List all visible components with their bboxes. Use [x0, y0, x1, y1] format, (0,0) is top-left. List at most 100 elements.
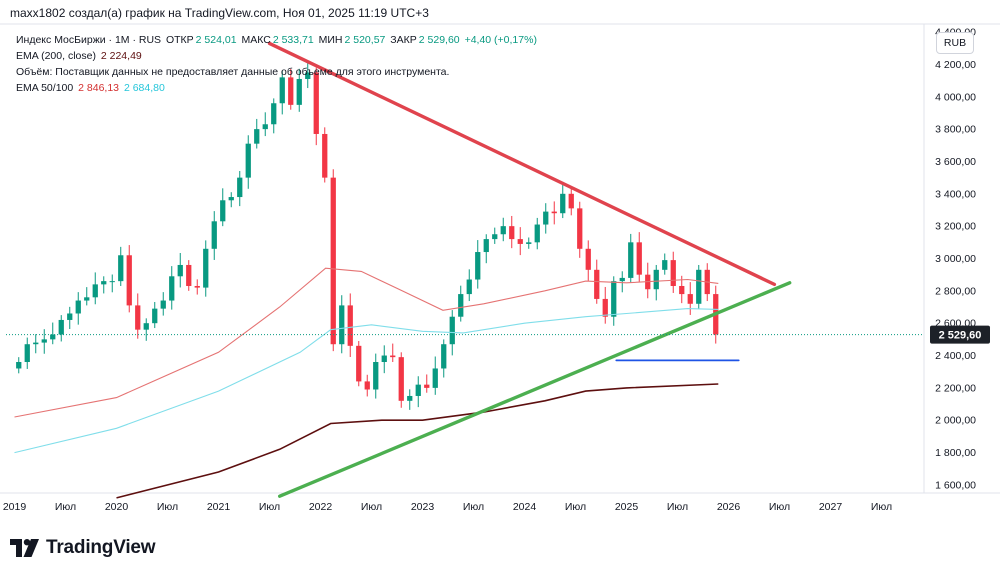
candle [228, 192, 234, 208]
candle-body [347, 305, 353, 346]
candle-body [543, 211, 549, 225]
candle-body [653, 269, 659, 290]
candle-body [254, 129, 260, 144]
time-tick-label: 2021 [207, 501, 231, 513]
candle-body [50, 334, 56, 340]
candle [296, 68, 302, 112]
candle-body [143, 323, 149, 330]
price-tick-label: 2 400,00 [935, 350, 976, 362]
candle [24, 337, 30, 369]
candle [109, 274, 115, 293]
candle-body [237, 177, 243, 198]
candle [313, 67, 319, 146]
candle-body [288, 77, 294, 105]
candle [645, 262, 651, 299]
time-tick-label: 2020 [105, 501, 129, 513]
price-axis[interactable]: 1 600,00 1 800,00 2 000,00 2 200,00 2 400,00… [935, 27, 976, 492]
drawings-layer [267, 41, 792, 498]
candle [67, 306, 73, 330]
candle [662, 253, 668, 275]
currency-button[interactable]: RUB [936, 32, 974, 54]
time-tick-label: 2027 [819, 501, 843, 513]
ema200-value: 2 224,49 [100, 50, 142, 62]
candle-body [585, 248, 591, 270]
candle-body [432, 368, 438, 388]
time-tick-label: Июл [871, 501, 892, 513]
last-price-label: 2 529,60 [939, 330, 982, 342]
candle [534, 217, 540, 250]
candle-body [424, 384, 430, 388]
candle [305, 60, 311, 89]
support-trendline[interactable] [278, 281, 792, 498]
resistance-trendline[interactable] [267, 41, 777, 287]
candle [126, 245, 132, 313]
ema-line-50 [14, 267, 719, 418]
candle [186, 260, 192, 291]
price-tick-label: 2 200,00 [935, 382, 976, 394]
candle-body [475, 252, 481, 280]
ema100-value: 2 684,80 [123, 82, 165, 94]
candle-body [24, 344, 30, 363]
candle-body [679, 285, 685, 295]
candle [526, 237, 532, 249]
candle [254, 118, 260, 149]
time-tick-label: 2024 [513, 501, 537, 513]
time-tick-label: Июл [769, 501, 790, 513]
candle [364, 374, 370, 397]
candle-body [517, 239, 523, 244]
candle-body [75, 300, 81, 314]
candle [84, 287, 90, 306]
symbol-label[interactable]: Индекс МосБиржи · 1М · RUS [16, 34, 162, 46]
candle-body [611, 281, 617, 317]
price-tick-label: 4 200,00 [935, 59, 976, 71]
candle-body [577, 208, 583, 249]
price-tick-label: 3 800,00 [935, 124, 976, 136]
time-axis[interactable]: 2019 Июл 2020 Июл 2021 Июл 2022 Июл 2023 Июл 2024 И… [3, 501, 892, 513]
volume-note: Объём: Поставщик данных не предоставляет… [16, 66, 450, 78]
candle-body [441, 344, 447, 369]
time-tick-label: 2023 [411, 501, 435, 513]
candle [160, 292, 166, 316]
candles-layer [16, 60, 719, 410]
candle-body [118, 255, 124, 282]
candle [33, 334, 39, 354]
candle-body [109, 281, 115, 283]
candle [432, 356, 438, 395]
candle [492, 227, 498, 244]
high-label: МАКС [241, 34, 271, 46]
candle-body [628, 242, 634, 278]
candle [585, 240, 591, 281]
price-chart[interactable]: 1 600,00 1 800,00 2 000,00 2 200,00 2 400,00… [0, 0, 1000, 520]
candle-body [373, 362, 379, 390]
candle-body [364, 381, 370, 390]
candle [322, 127, 328, 183]
candle-body [101, 281, 107, 285]
candle-body [390, 355, 396, 358]
candle-body [636, 242, 642, 275]
legend-row-volume[interactable]: Объём: Поставщик данных не предоставляет… [16, 64, 539, 80]
candle [288, 68, 294, 110]
candle [211, 211, 217, 260]
candle [58, 315, 64, 342]
ema200-label: EMA (200, close) [16, 50, 96, 62]
candle-body [449, 316, 455, 345]
candle-body [500, 226, 506, 235]
candle-body [458, 294, 464, 317]
legend-row-ema50-100[interactable]: EMA 50/100 2 846,13 2 684,80 [16, 80, 539, 96]
legend-row-ema200[interactable]: EMA (200, close) 2 224,49 [16, 48, 539, 64]
ema-line-100 [14, 308, 719, 454]
candle [271, 98, 277, 134]
close-value: 2 529,60 [418, 34, 460, 46]
candle-body [177, 264, 183, 277]
time-tick-label: 2025 [615, 501, 639, 513]
candle [407, 389, 413, 410]
price-tick-label: 4 000,00 [935, 91, 976, 103]
candle [602, 286, 608, 324]
candle [381, 345, 387, 374]
ema-line-200 [116, 383, 719, 499]
candle [509, 215, 515, 249]
time-tick-label: 2026 [717, 501, 741, 513]
candle [415, 376, 421, 408]
open-label: ОТКР [165, 34, 194, 46]
candle-body [169, 276, 175, 301]
